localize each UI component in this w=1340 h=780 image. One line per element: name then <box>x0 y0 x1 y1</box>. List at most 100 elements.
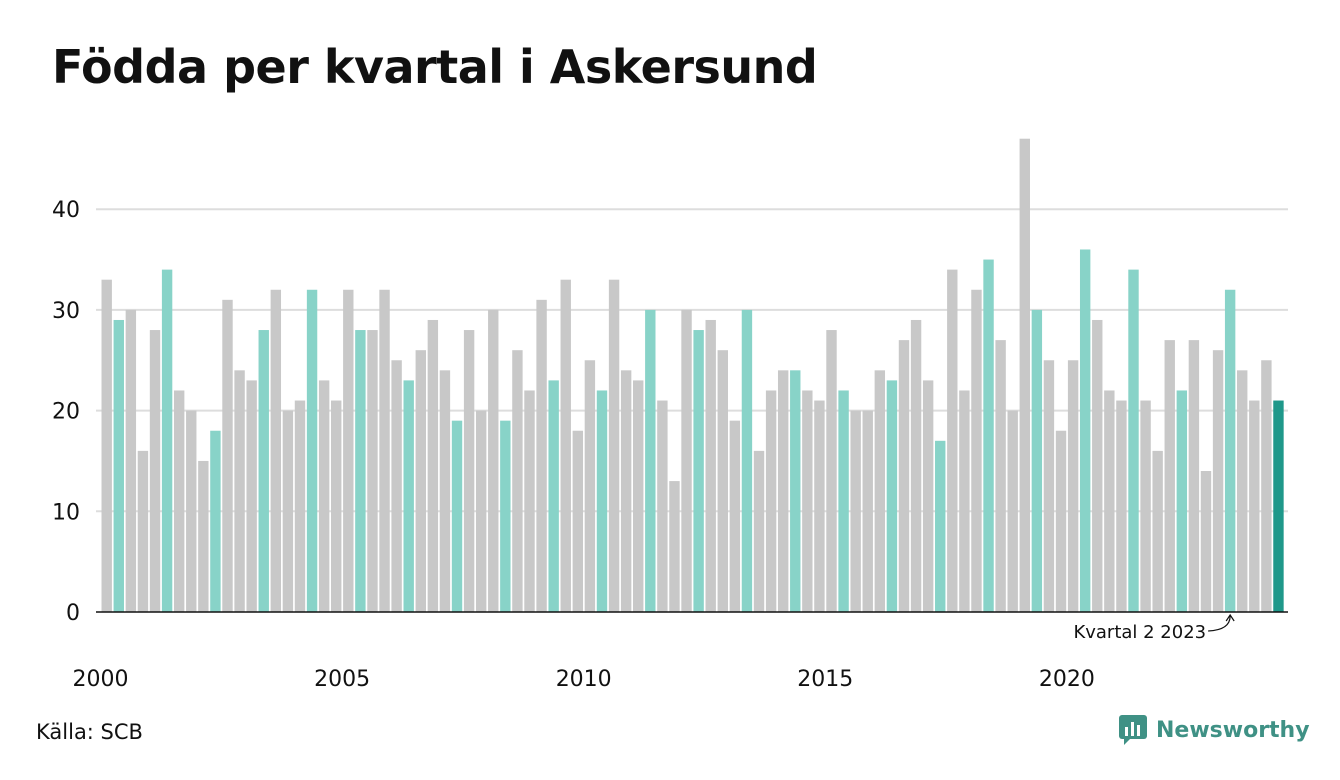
bar <box>1128 269 1139 612</box>
bar <box>1249 400 1260 612</box>
bar <box>355 330 366 612</box>
bar <box>512 350 523 612</box>
bar <box>391 360 402 612</box>
bar <box>1237 370 1248 612</box>
bar <box>777 370 789 612</box>
bar <box>669 481 680 612</box>
y-tick-label: 0 <box>66 601 80 626</box>
bar <box>222 299 233 612</box>
bar <box>1176 390 1188 612</box>
source-label: Källa: SCB <box>36 720 143 744</box>
bar <box>367 330 378 612</box>
logo-text: Newsworthy <box>1156 717 1310 743</box>
bar <box>439 370 451 612</box>
bar <box>403 380 414 612</box>
bar <box>173 390 185 612</box>
x-axis-ticks: 2000 2005 2010 2015 2020 <box>73 667 1095 692</box>
x-tick-label: 2020 <box>1039 667 1095 692</box>
bar <box>198 460 209 612</box>
bar <box>149 330 161 612</box>
bar <box>983 259 994 612</box>
x-tick-label: 2005 <box>314 667 370 692</box>
bar <box>1224 289 1236 612</box>
y-axis-ticks: 0 10 20 30 40 <box>52 198 80 626</box>
bar <box>548 380 559 612</box>
bar <box>1116 400 1127 612</box>
bar <box>705 319 716 612</box>
bar <box>995 340 1006 612</box>
bar <box>343 289 354 612</box>
bar <box>1031 309 1043 612</box>
bar <box>258 330 269 612</box>
bar <box>1164 340 1175 612</box>
bar <box>741 309 753 612</box>
bar <box>802 390 813 612</box>
bar <box>814 400 825 612</box>
bar <box>318 380 330 612</box>
bar <box>886 380 898 612</box>
bar <box>922 380 934 612</box>
bar <box>1140 400 1151 612</box>
bar <box>850 410 861 612</box>
bar <box>463 330 475 612</box>
bar <box>1079 249 1091 613</box>
bar <box>947 269 958 612</box>
bar-chart-icon <box>1119 715 1147 745</box>
bar <box>137 450 149 612</box>
bar <box>838 390 849 612</box>
bar <box>294 400 306 612</box>
annotation: Kvartal 2 2023 <box>1073 613 1235 643</box>
bar <box>1261 360 1272 612</box>
bar <box>596 390 608 612</box>
bar <box>1043 360 1055 612</box>
bar <box>826 330 837 612</box>
bar <box>657 400 668 612</box>
y-tick-label: 40 <box>52 198 80 223</box>
chart-title: Födda per kvartal i Askersund <box>52 40 818 94</box>
bar <box>633 380 644 612</box>
bar <box>584 360 596 612</box>
annotation-label: Kvartal 2 2023 <box>1073 622 1206 643</box>
bar <box>113 319 124 612</box>
bar <box>379 289 390 612</box>
bar <box>572 430 584 612</box>
bar <box>1104 390 1115 612</box>
bar <box>910 319 922 612</box>
y-tick-label: 10 <box>52 500 80 525</box>
bar <box>862 410 873 612</box>
annotation-arrow <box>1208 615 1231 632</box>
bar <box>1152 450 1163 612</box>
bar <box>536 299 547 612</box>
bar <box>161 269 173 612</box>
bar <box>971 289 982 612</box>
bar <box>790 370 801 612</box>
newsworthy-logo: Newsworthy <box>1118 714 1310 746</box>
bar <box>681 309 692 612</box>
bar <box>475 410 487 612</box>
bar <box>1212 350 1224 612</box>
bar <box>1055 430 1067 612</box>
x-tick-label: 2010 <box>556 667 612 692</box>
bar <box>959 390 970 612</box>
bar <box>729 420 741 612</box>
bar <box>717 350 728 612</box>
bar <box>560 279 571 612</box>
bar <box>210 430 221 612</box>
bar <box>620 370 632 612</box>
bar <box>451 420 463 612</box>
bar <box>693 330 704 612</box>
bar <box>1188 340 1200 612</box>
bar <box>1200 471 1212 612</box>
bar <box>608 279 620 612</box>
bar <box>898 340 910 612</box>
bars <box>101 138 1284 613</box>
bar <box>246 380 257 612</box>
bar <box>500 420 511 612</box>
bar <box>270 289 282 612</box>
bar <box>645 309 656 612</box>
bar <box>331 400 342 612</box>
bar <box>753 450 765 612</box>
annotation-arrowhead <box>1225 613 1235 622</box>
bar <box>1019 138 1030 612</box>
